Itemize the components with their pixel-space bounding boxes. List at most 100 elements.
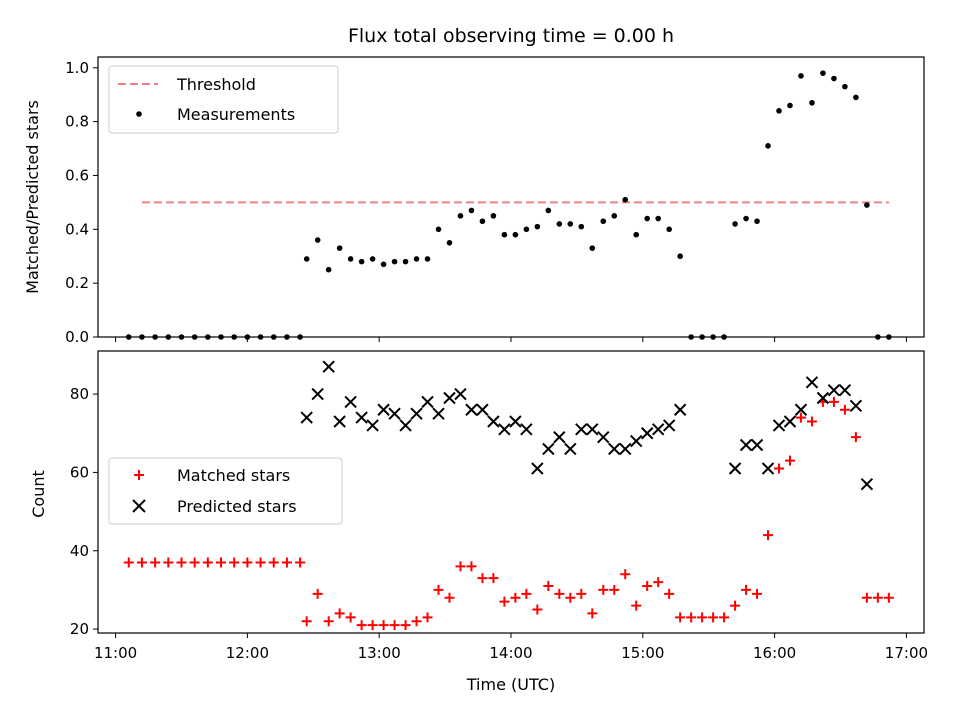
matched-star-point	[301, 616, 312, 627]
predicted-star-point	[597, 430, 610, 444]
predicted-star-point	[498, 423, 511, 436]
predicted-stars-series	[300, 360, 874, 491]
predicted-star-point	[783, 415, 797, 428]
matched-star-point	[554, 588, 565, 599]
top-y-axis-label: Matched/Predicted stars	[23, 100, 42, 294]
predicted-star-point	[465, 403, 478, 416]
predicted-star-point	[805, 376, 819, 389]
measurement-point	[567, 221, 574, 227]
predicted-star-point	[849, 399, 863, 413]
predicted-star-point	[860, 477, 874, 491]
matched-star-point	[631, 600, 642, 611]
measurement-point	[468, 207, 475, 214]
matched-star-point	[839, 404, 850, 415]
measurement-point	[523, 226, 530, 233]
matched-star-point	[123, 557, 134, 568]
matched-star-point	[521, 588, 532, 599]
measurement-point	[479, 218, 486, 225]
predicted-star-point	[377, 403, 390, 416]
bottom-y-tick-label: 80	[70, 385, 89, 403]
matched-star-point	[642, 581, 653, 591]
measurement-point	[556, 221, 563, 227]
matched-star-point	[150, 557, 161, 568]
measurements-series	[125, 70, 892, 340]
measurement-point	[644, 215, 651, 222]
predicted-star-point	[443, 391, 456, 405]
predicted-star-point	[728, 462, 742, 475]
top-legend: Threshold Measurements	[108, 65, 339, 134]
matched-star-point	[576, 588, 587, 599]
top-y-tick-label: 0.0	[65, 328, 89, 346]
measurement-point	[402, 258, 409, 265]
legend-matched-swatch	[134, 470, 144, 480]
matched-star-point	[741, 584, 752, 595]
x-axis-label: Time (UTC)	[466, 675, 555, 694]
matched-star-point	[216, 557, 227, 568]
matched-star-point	[872, 592, 883, 603]
predicted-star-point	[673, 403, 687, 416]
predicted-star-point	[640, 427, 654, 440]
measurement-point	[666, 226, 672, 233]
matched-star-point	[400, 620, 411, 631]
predicted-star-point	[553, 430, 566, 444]
measurement-point	[600, 218, 607, 225]
matched-star-point	[675, 612, 686, 623]
matched-star-point	[620, 569, 631, 580]
matched-star-point	[176, 557, 187, 568]
predicted-star-point	[739, 438, 753, 452]
matched-star-point	[334, 608, 345, 619]
bottom-legend-box	[108, 457, 343, 525]
bottom-x-tick-label: 12:00	[226, 644, 269, 662]
matched-star-point	[202, 557, 213, 568]
matched-star-point	[532, 604, 543, 615]
legend-measurements-label: Measurements	[177, 105, 295, 124]
predicted-star-point	[300, 411, 313, 424]
top-y-ticks: 0.0 0.2 0.4 0.6 0.8 1.0	[65, 59, 98, 346]
matched-star-point	[664, 588, 675, 599]
matched-star-point	[323, 616, 334, 627]
measurement-point	[633, 231, 640, 238]
matched-star-point	[543, 581, 554, 591]
matched-star-point	[136, 557, 147, 568]
predicted-star-point	[520, 423, 533, 436]
measurement-point	[622, 196, 629, 203]
legend-matched-label: Matched stars	[177, 466, 290, 485]
predicted-star-point	[575, 423, 588, 436]
predicted-star-point	[509, 415, 522, 428]
measurement-point	[798, 73, 804, 79]
predicted-star-point	[827, 383, 841, 397]
measurement-point	[303, 256, 310, 262]
matched-star-point	[730, 600, 741, 611]
measurement-point	[578, 223, 585, 230]
predicted-star-point	[608, 442, 621, 456]
bottom-x-tick-label: 14:00	[489, 644, 532, 662]
measurement-point	[787, 102, 793, 109]
bottom-y-ticks: 20 40 60 80	[70, 385, 98, 638]
top-legend-box	[108, 65, 339, 134]
predicted-star-point	[476, 403, 489, 416]
measurement-point	[501, 231, 508, 238]
measurement-point	[776, 108, 782, 114]
measurement-point	[424, 256, 431, 262]
measurement-point	[853, 94, 859, 101]
predicted-star-point	[355, 411, 368, 424]
predicted-star-point	[344, 395, 357, 409]
matched-star-point	[763, 530, 774, 541]
matched-star-point	[609, 584, 620, 595]
measurement-point	[809, 99, 815, 106]
matched-star-point	[883, 592, 894, 603]
predicted-star-point	[487, 415, 500, 428]
top-plot-frame	[97, 56, 925, 338]
top-panel: Flux total observing time = 0.00 h 0.00.…	[23, 25, 925, 346]
measurement-point	[358, 258, 365, 265]
bottom-x-tick-label: 15:00	[621, 644, 664, 662]
predicted-star-point	[761, 462, 775, 475]
matched-star-point	[356, 620, 367, 631]
measurement-point	[413, 256, 420, 262]
bottom-y-axis-label: Count	[29, 470, 48, 518]
top-y-tick-label: 0.2	[65, 274, 89, 292]
predicted-star-point	[816, 391, 830, 405]
matched-star-point	[367, 620, 378, 631]
measurement-point	[820, 70, 826, 76]
